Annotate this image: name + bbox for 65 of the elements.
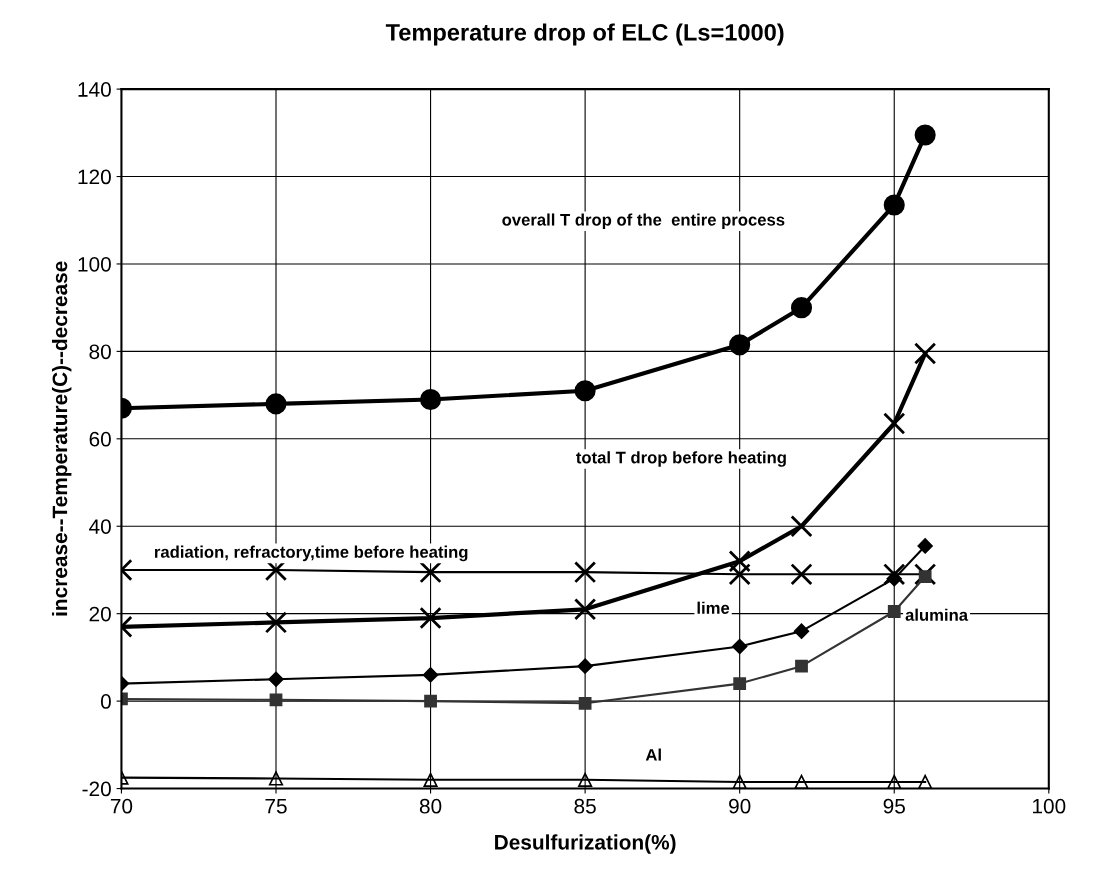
annotation: lime bbox=[697, 601, 730, 614]
point bbox=[577, 658, 593, 674]
point bbox=[918, 774, 933, 789]
y-axis-title: increase--Temperature(C)--decrease bbox=[51, 261, 72, 616]
y-tick-label: 140 bbox=[78, 82, 111, 97]
point bbox=[887, 605, 901, 618]
chart-title: Temperature drop of ELC (Ls=1000) bbox=[385, 23, 784, 46]
x-axis-title: Desulfurization(%) bbox=[495, 834, 676, 854]
point bbox=[886, 570, 902, 587]
point bbox=[732, 774, 747, 789]
point bbox=[419, 606, 442, 630]
point bbox=[422, 667, 439, 683]
point bbox=[728, 563, 751, 586]
y-tick-label: 80 bbox=[89, 344, 111, 360]
annotation: alumina bbox=[905, 608, 969, 621]
y-tick-label: 40 bbox=[89, 519, 111, 534]
x-tick-label: 85 bbox=[574, 798, 596, 814]
y-tick-label: 120 bbox=[78, 169, 111, 185]
point bbox=[268, 671, 284, 687]
y-tick-label: -20 bbox=[82, 781, 111, 797]
point bbox=[914, 342, 937, 365]
y-tick-label: 20 bbox=[89, 606, 111, 622]
y-tick-label: 60 bbox=[89, 431, 111, 447]
point bbox=[887, 774, 902, 789]
point bbox=[728, 550, 751, 573]
point bbox=[733, 677, 747, 691]
annotation: overall T drop of the entire process bbox=[502, 213, 785, 229]
point bbox=[731, 638, 748, 655]
annotation: total T drop before heating bbox=[576, 451, 786, 467]
point bbox=[264, 611, 288, 634]
x-tick-label: 70 bbox=[110, 798, 133, 814]
point bbox=[574, 561, 597, 584]
point bbox=[917, 538, 933, 554]
point bbox=[729, 334, 751, 356]
point bbox=[424, 694, 437, 708]
x-tick-label: 90 bbox=[729, 798, 751, 814]
point bbox=[578, 772, 593, 787]
point bbox=[794, 774, 809, 789]
point bbox=[883, 194, 905, 216]
point bbox=[269, 693, 283, 707]
x-tick-label: 100 bbox=[1033, 798, 1066, 814]
point bbox=[265, 393, 287, 415]
point bbox=[268, 771, 284, 786]
point bbox=[420, 388, 442, 411]
point bbox=[790, 297, 813, 319]
point bbox=[578, 696, 592, 710]
annotation: Al bbox=[645, 748, 661, 761]
point bbox=[790, 563, 813, 586]
point bbox=[883, 563, 906, 586]
point bbox=[574, 598, 597, 621]
x-tick-label: 80 bbox=[419, 798, 442, 814]
point bbox=[790, 515, 813, 538]
point bbox=[795, 659, 808, 673]
y-tick-label: 100 bbox=[78, 256, 111, 272]
y-tick-label: 0 bbox=[100, 694, 111, 709]
annotation: radiation, refractory,time before heating bbox=[155, 545, 468, 562]
point bbox=[914, 124, 936, 146]
x-tick-label: 75 bbox=[265, 799, 287, 814]
point bbox=[574, 380, 596, 402]
point bbox=[793, 623, 810, 639]
point bbox=[914, 563, 937, 586]
point bbox=[918, 570, 932, 583]
point bbox=[883, 412, 906, 435]
point bbox=[423, 772, 438, 787]
x-tick-label: 95 bbox=[883, 798, 905, 814]
